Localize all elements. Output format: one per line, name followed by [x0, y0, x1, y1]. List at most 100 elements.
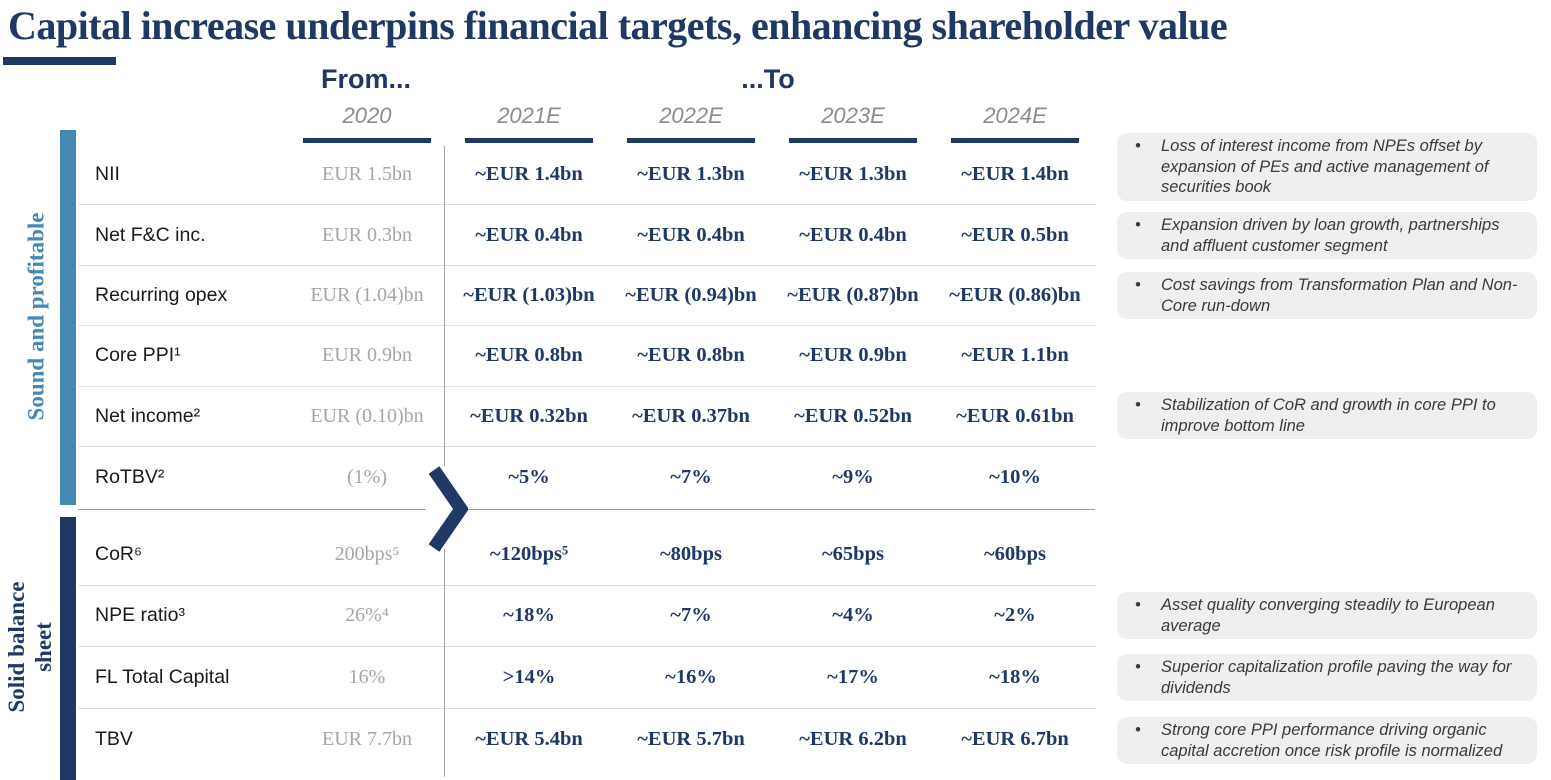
column-divider-line-top — [444, 146, 445, 466]
annotation-text: Loss of interest income from NPEs offset… — [1161, 137, 1489, 196]
year-header: 2020 — [286, 103, 448, 143]
table-row: NPE ratio³ 26%⁴ ~18% ~7% ~4% ~2% — [78, 586, 1096, 648]
table-row: Net F&C inc. EUR 0.3bn ~EUR 0.4bn ~EUR 0… — [78, 205, 1096, 266]
section-divider-line-right — [468, 509, 1095, 510]
target-value-2021e: ~5% — [508, 465, 550, 488]
bullet-icon: • — [1135, 216, 1141, 234]
annotation-text: Expansion driven by loan growth, partner… — [1161, 216, 1500, 255]
target-value-2023e: ~EUR 0.9bn — [799, 344, 907, 367]
bullet-icon: • — [1135, 721, 1141, 739]
target-value-2021e: ~EUR 5.4bn — [475, 728, 583, 751]
target-value-2024e: ~18% — [989, 665, 1041, 688]
year-underline-bar — [465, 138, 593, 143]
year-underline-bar — [627, 138, 755, 143]
row-label: TBV — [95, 728, 133, 751]
annotation-text: Stabilization of CoR and growth in core … — [1161, 396, 1496, 435]
year-underline-bar — [789, 138, 917, 143]
target-value-2022e: ~EUR 0.4bn — [637, 223, 745, 246]
target-value-2021e: ~EUR 0.8bn — [475, 344, 583, 367]
base-value-2020: 200bps⁵ — [334, 542, 400, 565]
target-value-2024e: ~EUR 1.4bn — [961, 163, 1069, 186]
base-value-2020: EUR 1.5bn — [322, 163, 412, 186]
table-row: RoTBV² (1%) ~5% ~7% ~9% ~10% — [78, 447, 1096, 507]
annotation-box: • Asset quality converging steadily to E… — [1117, 592, 1537, 639]
year-header: 2021E — [448, 103, 610, 143]
table-row: Core PPI¹ EUR 0.9bn ~EUR 0.8bn ~EUR 0.8b… — [78, 326, 1096, 387]
annotation-text: Cost savings from Transformation Plan an… — [1161, 276, 1518, 315]
year-underline-bar — [951, 138, 1079, 143]
target-value-2023e: ~EUR 1.3bn — [799, 163, 907, 186]
bullet-icon: • — [1135, 596, 1141, 614]
target-value-2024e: ~EUR 1.1bn — [961, 344, 1069, 367]
row-label: CoR⁶ — [95, 542, 143, 565]
target-value-2024e: ~EUR 0.5bn — [961, 223, 1069, 246]
target-value-2023e: ~65bps — [822, 542, 884, 565]
year-header: 2023E — [772, 103, 934, 143]
base-value-2020: EUR (0.10)bn — [310, 404, 424, 427]
target-value-2023e: ~9% — [832, 465, 874, 488]
target-value-2023e: ~EUR 0.4bn — [799, 223, 907, 246]
target-value-2022e: ~EUR 5.7bn — [637, 728, 745, 751]
bullet-icon: • — [1135, 137, 1141, 155]
target-value-2022e: ~7% — [670, 465, 712, 488]
year-label: 2022E — [659, 103, 723, 128]
annotation-box: • Superior capitalization profile paving… — [1117, 654, 1537, 701]
row-label: RoTBV² — [95, 465, 165, 488]
target-value-2022e: ~EUR 1.3bn — [637, 163, 745, 186]
table-row: TBV EUR 7.7bn ~EUR 5.4bn ~EUR 5.7bn ~EUR… — [78, 709, 1096, 771]
target-value-2023e: ~4% — [832, 604, 874, 627]
target-value-2021e: ~18% — [503, 604, 555, 627]
base-value-2020: EUR 0.9bn — [322, 344, 412, 367]
target-value-2021e: ~EUR 1.4bn — [475, 163, 583, 186]
table-row: NII EUR 1.5bn ~EUR 1.4bn ~EUR 1.3bn ~EUR… — [78, 145, 1096, 206]
target-value-2022e: ~EUR (0.94)bn — [625, 283, 757, 306]
annotation-box: • Stabilization of CoR and growth in cor… — [1117, 392, 1537, 439]
target-value-2024e: ~EUR 0.61bn — [956, 404, 1074, 427]
section-bar-sound-profitable — [60, 130, 76, 505]
table-row: FL Total Capital 16% >14% ~16% ~17% ~18% — [78, 647, 1096, 709]
target-value-2022e: ~EUR 0.37bn — [632, 404, 750, 427]
table-row: CoR⁶ 200bps⁵ ~120bps⁵ ~80bps ~65bps ~60b… — [78, 524, 1096, 586]
target-value-2022e: ~EUR 0.8bn — [637, 344, 745, 367]
section-label-sound-profitable: Sound and profitable — [23, 212, 49, 421]
annotation-text: Asset quality converging steadily to Eur… — [1161, 596, 1495, 635]
metrics-table-sound-profitable: NII EUR 1.5bn ~EUR 1.4bn ~EUR 1.3bn ~EUR… — [78, 145, 1096, 507]
chevron-right-icon — [428, 466, 468, 552]
year-header: 2024E — [934, 103, 1096, 143]
annotation-box: • Cost savings from Transformation Plan … — [1117, 272, 1537, 319]
metrics-table-solid-balance: CoR⁶ 200bps⁵ ~120bps⁵ ~80bps ~65bps ~60b… — [78, 524, 1096, 770]
target-value-2024e: ~EUR (0.86)bn — [949, 283, 1081, 306]
year-underline-bar — [303, 138, 431, 143]
page-title: Capital increase underpins financial tar… — [8, 3, 1228, 48]
target-value-2021e: ~EUR (1.03)bn — [463, 283, 595, 306]
annotation-text: Superior capitalization profile paving t… — [1161, 658, 1512, 697]
year-header: 2022E — [610, 103, 772, 143]
section-label-solid-balance: Solid balance sheet — [4, 581, 56, 713]
row-label: NII — [95, 163, 120, 186]
target-value-2022e: ~80bps — [660, 542, 722, 565]
base-value-2020: EUR 0.3bn — [322, 223, 412, 246]
base-value-2020: 26%⁴ — [345, 604, 389, 627]
target-value-2023e: ~17% — [827, 665, 879, 688]
title-underline-bar — [3, 57, 116, 65]
target-value-2023e: ~EUR (0.87)bn — [787, 283, 919, 306]
target-value-2022e: ~7% — [670, 604, 712, 627]
year-label: 2024E — [983, 103, 1047, 128]
section-divider-line-left — [78, 509, 426, 510]
target-value-2021e: ~EUR 0.32bn — [470, 404, 588, 427]
annotation-text: Strong core PPI performance driving orga… — [1161, 721, 1503, 760]
annotation-box: • Loss of interest income from NPEs offs… — [1117, 133, 1537, 201]
column-divider-line-bottom — [444, 549, 445, 777]
target-value-2023e: ~EUR 6.2bn — [799, 728, 907, 751]
row-label: FL Total Capital — [95, 665, 230, 688]
base-value-2020: EUR 7.7bn — [322, 728, 412, 751]
row-label: NPE ratio³ — [95, 604, 185, 627]
annotation-box: • Expansion driven by loan growth, partn… — [1117, 212, 1537, 259]
target-value-2024e: ~2% — [994, 604, 1036, 627]
target-value-2024e: ~10% — [989, 465, 1041, 488]
bullet-icon: • — [1135, 658, 1141, 676]
section-bar-solid-balance — [60, 517, 76, 780]
year-label: 2023E — [821, 103, 885, 128]
to-header-label: ...To — [741, 64, 795, 94]
row-label: Net income² — [95, 404, 201, 427]
